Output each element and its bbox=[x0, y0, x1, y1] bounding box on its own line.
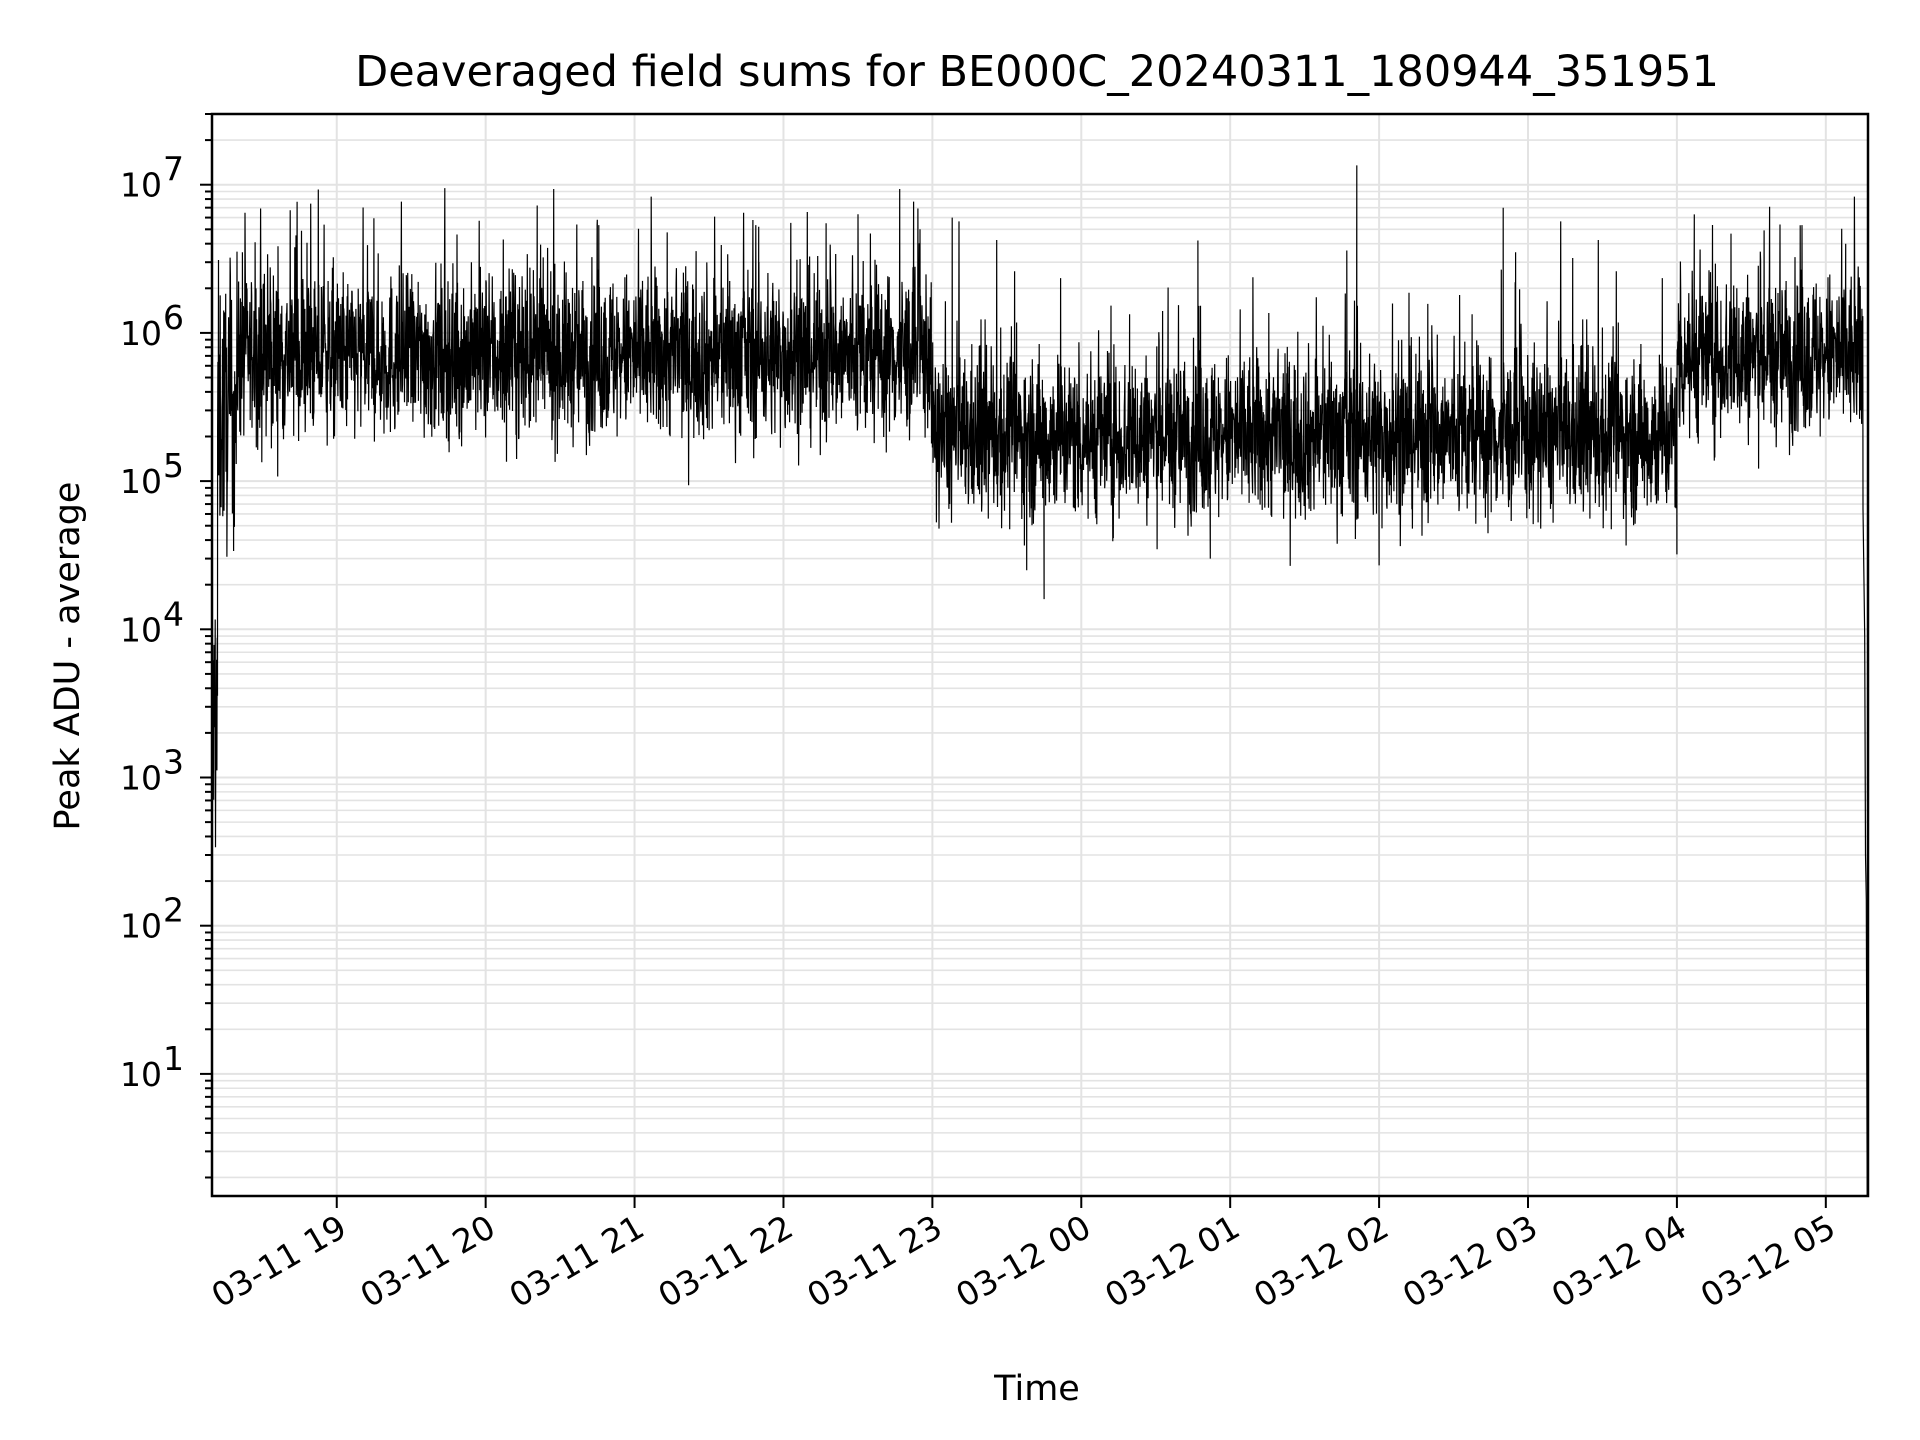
grid bbox=[212, 113, 1868, 1196]
y-tick-label: 10 bbox=[120, 314, 162, 353]
y-tick-exponent: 6 bbox=[163, 298, 184, 337]
y-tick-exponent: 5 bbox=[163, 446, 184, 485]
x-axis-label: Time bbox=[993, 1369, 1080, 1409]
plot-area bbox=[211, 165, 1868, 1197]
y-tick-label: 10 bbox=[120, 759, 162, 798]
y-tick-label: 10 bbox=[120, 907, 162, 946]
y-tick-label: 10 bbox=[120, 166, 162, 205]
y-tick-label: 10 bbox=[120, 610, 162, 649]
y-tick-exponent: 7 bbox=[163, 150, 184, 189]
y-tick-exponent: 3 bbox=[163, 743, 184, 782]
series-line bbox=[211, 165, 1868, 1197]
y-tick-label: 10 bbox=[120, 1055, 162, 1094]
y-tick-exponent: 4 bbox=[163, 594, 184, 633]
y-axis-label: Peak ADU - average bbox=[48, 482, 88, 831]
y-tick-exponent: 1 bbox=[163, 1039, 184, 1078]
y-tick-label: 10 bbox=[120, 462, 162, 501]
plot-frame bbox=[210, 112, 1870, 1198]
chart-title: Deaveraged field sums for BE000C_2024031… bbox=[355, 47, 1719, 97]
y-tick-exponent: 2 bbox=[163, 891, 184, 930]
